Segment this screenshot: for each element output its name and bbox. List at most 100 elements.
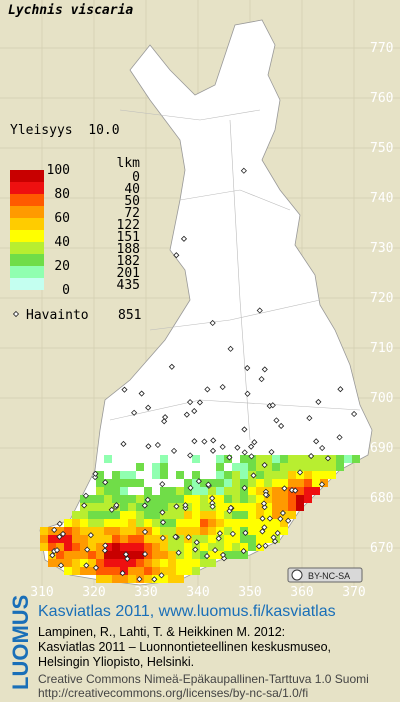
observation bbox=[219, 383, 226, 391]
heat-cell bbox=[264, 527, 272, 535]
heat-cell bbox=[224, 543, 232, 551]
observation bbox=[255, 543, 263, 550]
heat-cell bbox=[160, 495, 168, 503]
x-tick-label: 320 bbox=[82, 585, 105, 600]
heat-cell bbox=[120, 519, 128, 527]
heat-cell bbox=[96, 535, 104, 543]
observation bbox=[87, 532, 94, 539]
observation bbox=[319, 444, 326, 452]
legend-count: 151 bbox=[117, 230, 140, 245]
legend-level: 40 bbox=[54, 235, 70, 250]
heat-cell bbox=[96, 567, 104, 575]
heat-cell bbox=[272, 503, 280, 511]
heat-cell bbox=[224, 551, 232, 559]
heat-cell bbox=[96, 543, 104, 551]
heat-cell bbox=[304, 479, 312, 487]
heat-cell bbox=[224, 535, 232, 543]
heat-cell bbox=[304, 495, 312, 503]
heat-cell bbox=[232, 519, 240, 527]
observation bbox=[141, 528, 149, 535]
heat-cell bbox=[352, 455, 360, 463]
observation bbox=[136, 576, 143, 583]
observation bbox=[81, 502, 88, 509]
heat-cell bbox=[320, 463, 328, 471]
heat-cell bbox=[296, 479, 304, 487]
heat-cell bbox=[336, 463, 344, 471]
license-badge: BY-NC-SA bbox=[287, 567, 363, 583]
observation bbox=[158, 572, 165, 579]
heat-cell bbox=[272, 471, 280, 479]
heat-cell bbox=[184, 479, 192, 487]
heat-cell bbox=[64, 535, 72, 543]
heat-cell bbox=[208, 479, 216, 487]
heat-cell bbox=[64, 527, 72, 535]
observation bbox=[205, 481, 212, 488]
observation bbox=[51, 526, 58, 533]
observation bbox=[351, 410, 358, 418]
logo: LUOMUS bbox=[8, 595, 33, 690]
heat-cell bbox=[296, 503, 304, 511]
observation bbox=[141, 551, 149, 558]
heat-cell bbox=[80, 527, 88, 535]
observation bbox=[56, 533, 63, 540]
heat-cell bbox=[232, 471, 240, 479]
legend-swatch bbox=[10, 206, 44, 218]
heat-cell bbox=[176, 575, 184, 583]
heat-cell bbox=[184, 495, 192, 503]
heat-cell bbox=[176, 487, 184, 495]
observation bbox=[159, 519, 167, 526]
heat-cell bbox=[240, 535, 248, 543]
heat-cell bbox=[264, 463, 272, 471]
observation bbox=[209, 495, 216, 502]
heat-cell bbox=[312, 479, 320, 487]
heat-cell bbox=[136, 543, 144, 551]
heat-cell bbox=[272, 511, 280, 519]
observation bbox=[278, 422, 285, 430]
heat-cell bbox=[248, 487, 256, 495]
heat-cell bbox=[56, 527, 64, 535]
heat-cell bbox=[208, 527, 216, 535]
legend-count: 435 bbox=[117, 278, 140, 293]
observation bbox=[122, 551, 130, 558]
citation: Helsingin Yliopisto, Helsinki. bbox=[38, 655, 194, 669]
heat-cell bbox=[264, 479, 272, 487]
observation bbox=[229, 530, 236, 537]
heat-cell bbox=[152, 519, 160, 527]
heat-cell bbox=[152, 551, 160, 559]
heat-cell bbox=[136, 551, 144, 559]
heat-cell bbox=[248, 527, 256, 535]
heat-cell bbox=[256, 455, 264, 463]
heat-cell bbox=[296, 487, 304, 495]
observation bbox=[256, 307, 263, 314]
heat-cell bbox=[160, 567, 168, 575]
observation bbox=[308, 452, 315, 460]
heat-cell bbox=[56, 559, 64, 567]
heat-cell bbox=[120, 487, 128, 495]
y-tick-label: 720 bbox=[370, 291, 393, 306]
heat-cell bbox=[160, 471, 168, 479]
observation bbox=[241, 449, 248, 456]
heat-cell bbox=[200, 559, 208, 567]
heat-cell bbox=[208, 487, 216, 495]
heat-cell bbox=[184, 487, 192, 495]
heat-cell bbox=[192, 551, 200, 559]
observation bbox=[324, 455, 332, 462]
heat-cell bbox=[240, 543, 248, 551]
heat-cell bbox=[248, 479, 256, 487]
heat-cell bbox=[192, 535, 200, 543]
heat-cell bbox=[168, 511, 176, 519]
observation bbox=[209, 503, 216, 510]
heat-cell bbox=[160, 455, 168, 463]
heat-cell bbox=[216, 495, 224, 503]
observation bbox=[212, 547, 219, 554]
heat-cell bbox=[288, 455, 296, 463]
y-tick-label: 670 bbox=[370, 541, 393, 556]
heat-cell bbox=[304, 471, 312, 479]
heat-cell bbox=[208, 511, 216, 519]
heat-cell bbox=[264, 495, 272, 503]
heat-cell bbox=[304, 463, 312, 471]
heat-cell bbox=[208, 543, 216, 551]
heat-cell bbox=[248, 455, 256, 463]
heat-cell bbox=[176, 503, 184, 511]
observation bbox=[187, 484, 194, 491]
